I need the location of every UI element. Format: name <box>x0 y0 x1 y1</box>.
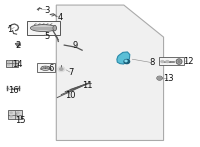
Text: 9: 9 <box>73 41 78 50</box>
Text: 2: 2 <box>15 41 20 50</box>
Circle shape <box>125 60 127 62</box>
Circle shape <box>13 61 16 63</box>
Circle shape <box>9 87 12 89</box>
Text: 8: 8 <box>149 58 154 67</box>
Text: 7: 7 <box>69 68 74 77</box>
Ellipse shape <box>53 25 57 31</box>
FancyBboxPatch shape <box>8 110 22 119</box>
Circle shape <box>166 60 169 63</box>
FancyBboxPatch shape <box>159 57 184 66</box>
Text: 6: 6 <box>49 64 54 73</box>
Circle shape <box>17 112 19 114</box>
Circle shape <box>17 43 19 45</box>
Ellipse shape <box>30 25 56 32</box>
Circle shape <box>158 77 162 80</box>
Circle shape <box>10 112 13 114</box>
Text: 16: 16 <box>8 86 19 95</box>
Circle shape <box>14 87 16 89</box>
Circle shape <box>7 61 10 63</box>
Circle shape <box>17 115 19 117</box>
FancyBboxPatch shape <box>27 21 60 35</box>
Text: 5: 5 <box>45 32 50 41</box>
Text: 13: 13 <box>163 74 174 83</box>
Ellipse shape <box>41 66 50 70</box>
Circle shape <box>124 60 130 64</box>
Circle shape <box>161 60 164 63</box>
Text: 15: 15 <box>15 116 26 125</box>
Circle shape <box>10 115 13 117</box>
Polygon shape <box>117 52 130 64</box>
Text: 1: 1 <box>7 25 12 34</box>
Ellipse shape <box>176 59 182 64</box>
Ellipse shape <box>177 60 181 63</box>
Text: 10: 10 <box>65 91 75 100</box>
Ellipse shape <box>157 76 162 80</box>
Polygon shape <box>56 5 164 141</box>
Text: 11: 11 <box>82 81 92 90</box>
Circle shape <box>60 68 63 70</box>
FancyBboxPatch shape <box>37 63 55 72</box>
Circle shape <box>7 64 10 66</box>
Circle shape <box>58 66 65 72</box>
Text: 14: 14 <box>12 60 23 69</box>
Text: 4: 4 <box>58 13 63 22</box>
Text: 3: 3 <box>45 6 50 15</box>
Circle shape <box>13 64 16 66</box>
Text: 12: 12 <box>183 57 194 66</box>
FancyBboxPatch shape <box>6 60 18 67</box>
